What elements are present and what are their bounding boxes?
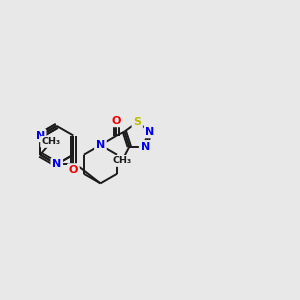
Text: S: S <box>133 117 141 127</box>
Text: N: N <box>52 159 62 169</box>
Text: O: O <box>69 165 78 175</box>
Text: O: O <box>112 116 121 126</box>
Text: N: N <box>146 127 155 136</box>
Text: CH₃: CH₃ <box>42 137 61 146</box>
Text: N: N <box>36 130 45 140</box>
Text: N: N <box>140 142 150 152</box>
Text: N: N <box>96 140 105 150</box>
Text: CH₃: CH₃ <box>112 156 131 165</box>
